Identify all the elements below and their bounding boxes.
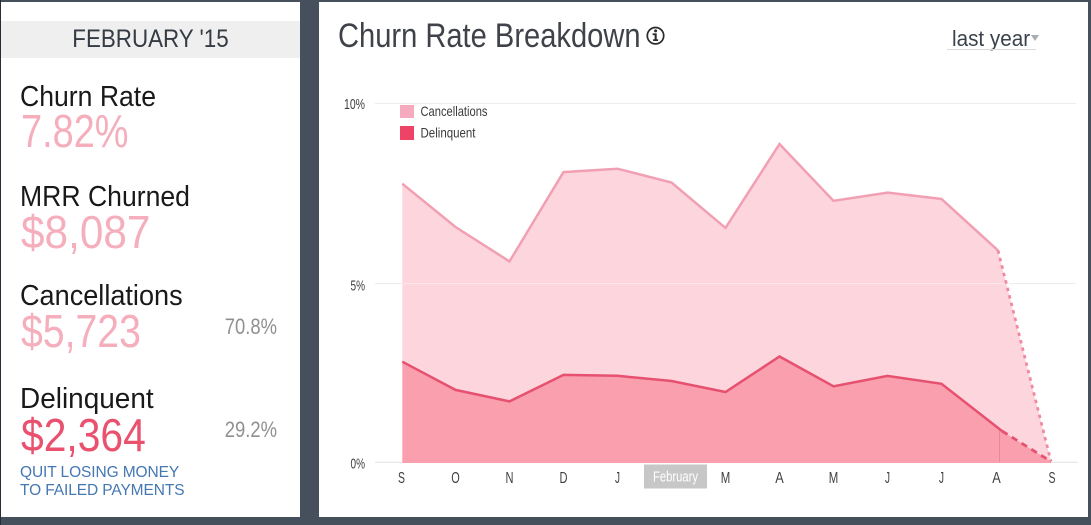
svg-text:S: S <box>398 470 405 487</box>
svg-text:A: A <box>992 470 1001 487</box>
svg-text:J: J <box>615 470 620 487</box>
svg-text:J: J <box>939 470 944 487</box>
svg-text:S: S <box>1049 470 1056 487</box>
svg-text:5%: 5% <box>351 277 366 294</box>
svg-text:O: O <box>451 470 460 487</box>
svg-text:February: February <box>653 470 699 486</box>
svg-text:D: D <box>560 470 568 487</box>
svg-text:M: M <box>721 470 731 487</box>
svg-text:A: A <box>775 470 784 487</box>
svg-text:0%: 0% <box>351 455 366 472</box>
svg-text:M: M <box>829 470 839 487</box>
svg-text:10%: 10% <box>344 96 365 113</box>
svg-text:Delinquent: Delinquent <box>421 125 476 141</box>
svg-text:N: N <box>506 470 514 487</box>
svg-text:J: J <box>885 470 890 487</box>
svg-text:Cancellations: Cancellations <box>421 103 488 119</box>
